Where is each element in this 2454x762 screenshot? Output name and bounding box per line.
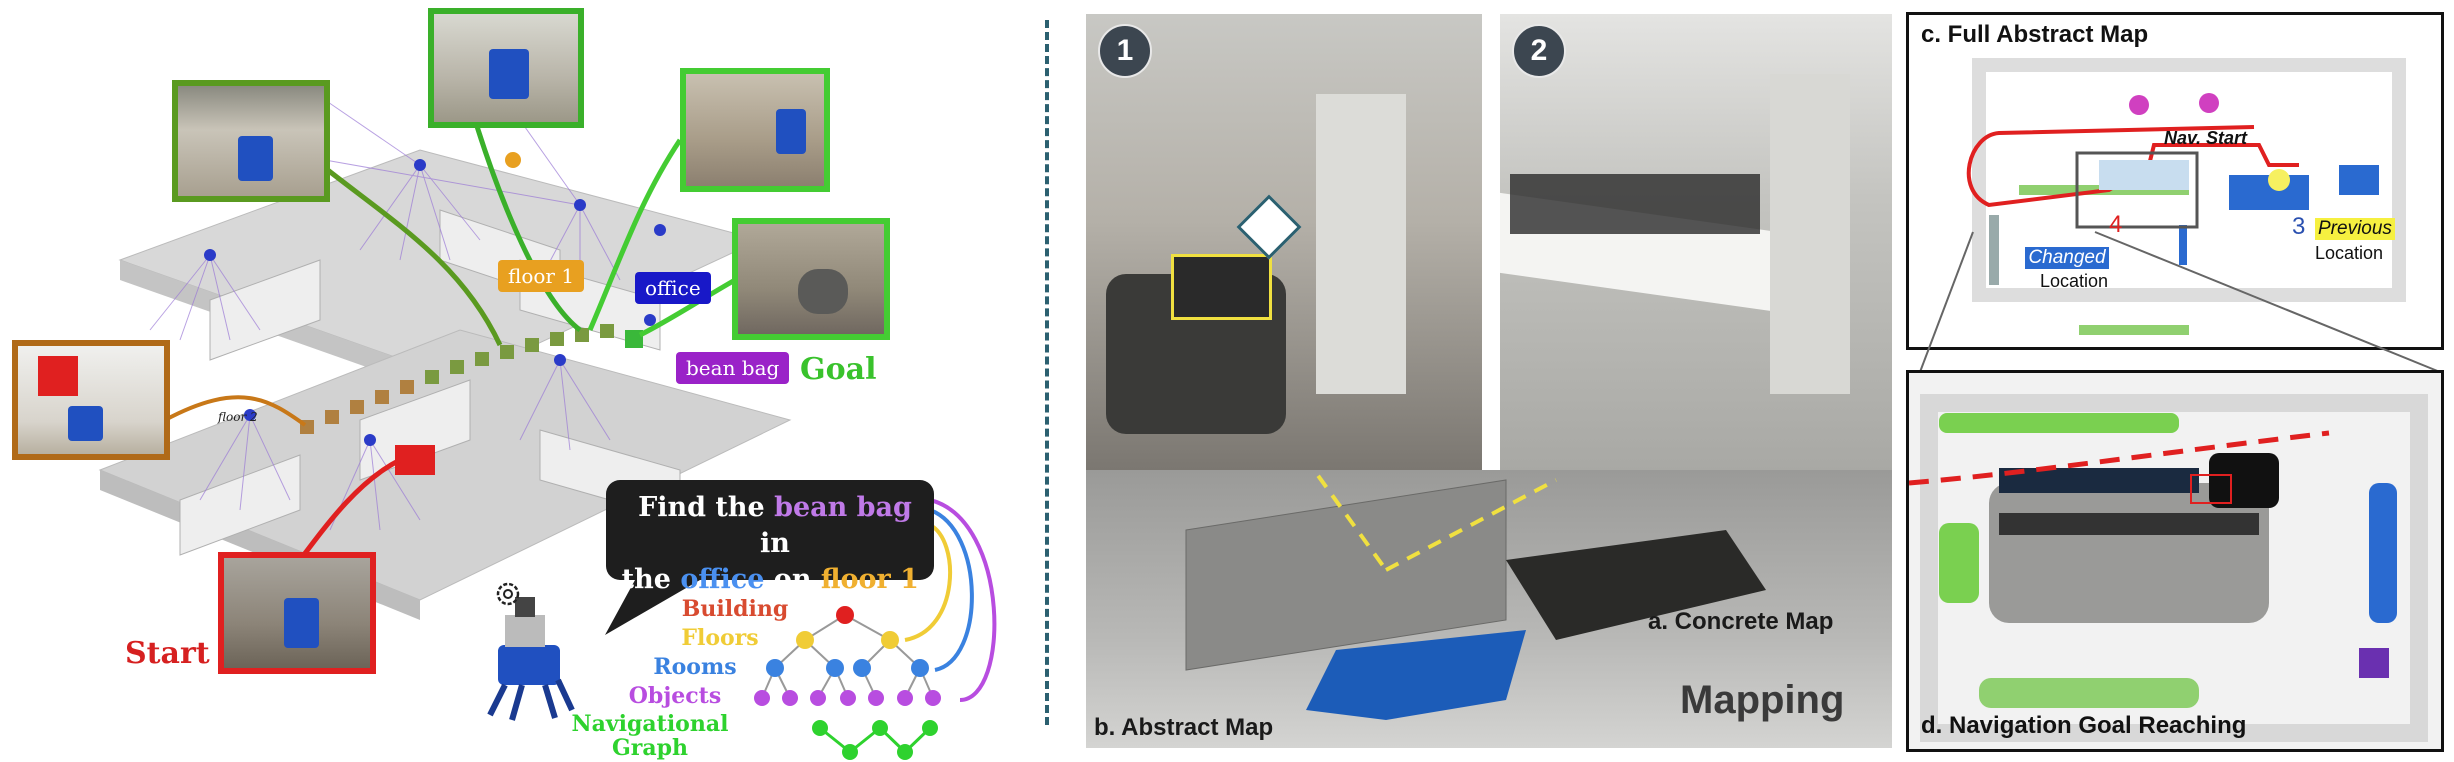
- goal-connector-1: [313, 158, 503, 347]
- tree-building-node: [836, 606, 854, 624]
- instruction-floor: floor 1: [820, 564, 919, 595]
- start-connector: [298, 457, 402, 562]
- start-photo: [218, 552, 376, 674]
- goal-connector-4: [638, 277, 737, 338]
- step-1-badge: 1: [1098, 24, 1152, 78]
- floor2-label: floor 2: [218, 410, 258, 424]
- left-panel: floor 1 office bean bag floor 2 Goal Sta…: [0, 0, 1040, 762]
- goal-path: [1909, 430, 2330, 486]
- changed-number: 4: [2109, 211, 2123, 238]
- zoom-connectors: [1919, 231, 2441, 373]
- goal-photo: [732, 218, 890, 340]
- hierarchy-rooms: Rooms: [653, 654, 737, 680]
- hierarchy-floors: Floors: [681, 625, 759, 651]
- instruction-room: office: [680, 564, 765, 595]
- concrete-map-label: a. Concrete Map: [1648, 608, 1834, 635]
- robot-photo-top-right: [680, 68, 830, 192]
- floor2-photo: [12, 340, 170, 460]
- goal-label: Goal: [800, 352, 877, 387]
- tree-floor-nodes: [796, 631, 899, 649]
- mapping-photo-2: 2: [1500, 14, 1892, 474]
- full-abstract-map-panel: c. Full Abstract Map Nav. Start Changed …: [1906, 12, 2444, 350]
- navigation-path: [1966, 125, 2299, 208]
- mapping-label: Mapping: [1680, 678, 1845, 722]
- panel-divider: [1045, 20, 1049, 725]
- gear-icon: [496, 582, 520, 606]
- goal-reaching-panel: d. Navigation Goal Reaching: [1906, 370, 2444, 752]
- tree-nav-nodes: [812, 720, 938, 760]
- bean-bag-tag: bean bag: [676, 352, 790, 384]
- nav-start-label: Nav. Start: [2164, 128, 2248, 148]
- instruction-text: Find the bean bag in the office on floor…: [621, 492, 929, 595]
- robot-photo-top: [428, 8, 584, 128]
- office-tag: office: [635, 272, 711, 304]
- start-label: Start: [125, 636, 210, 671]
- goal-reaching-title: d. Navigation Goal Reaching: [1921, 712, 2247, 739]
- previous-location-label: Location: [2315, 243, 2384, 263]
- speech-bubble-shape: [605, 480, 934, 635]
- floor-tag: floor 1: [498, 260, 585, 292]
- full-abstract-map-title: c. Full Abstract Map: [1921, 21, 2149, 48]
- abstract-map-label: b. Abstract Map: [1094, 714, 1274, 741]
- robot-illustration: [487, 597, 575, 721]
- goal-connector-3: [587, 138, 683, 331]
- abstract-map-pointcloud: [1185, 479, 1507, 671]
- tree-object-nodes: [754, 690, 941, 706]
- goal-connector-2: [472, 119, 582, 332]
- step-2-badge: 2: [1512, 24, 1566, 78]
- tree-room-nodes: [766, 659, 929, 677]
- instruction-object: bean bag: [774, 492, 912, 523]
- previous-label: Previous: [2315, 218, 2395, 240]
- scene-graph-illustration: [98, 99, 997, 760]
- robot-photo-top-left: [172, 80, 330, 202]
- concrete-map-pointcloud: [1506, 530, 1766, 640]
- changed-location-label: Location: [2039, 271, 2109, 291]
- previous-number: 3: [2292, 213, 2306, 240]
- hierarchy-building: Building: [681, 596, 789, 622]
- floor2-connector: [164, 395, 307, 427]
- hierarchy-nav-graph: Navigational Graph: [571, 711, 729, 761]
- changed-label: Changed: [2025, 247, 2109, 269]
- mapping-overlay: a. Concrete Map b. Abstract Map Mapping: [1086, 470, 1892, 748]
- mapping-photo-1: 1: [1086, 14, 1482, 474]
- hierarchy-objects: Objects: [628, 683, 722, 709]
